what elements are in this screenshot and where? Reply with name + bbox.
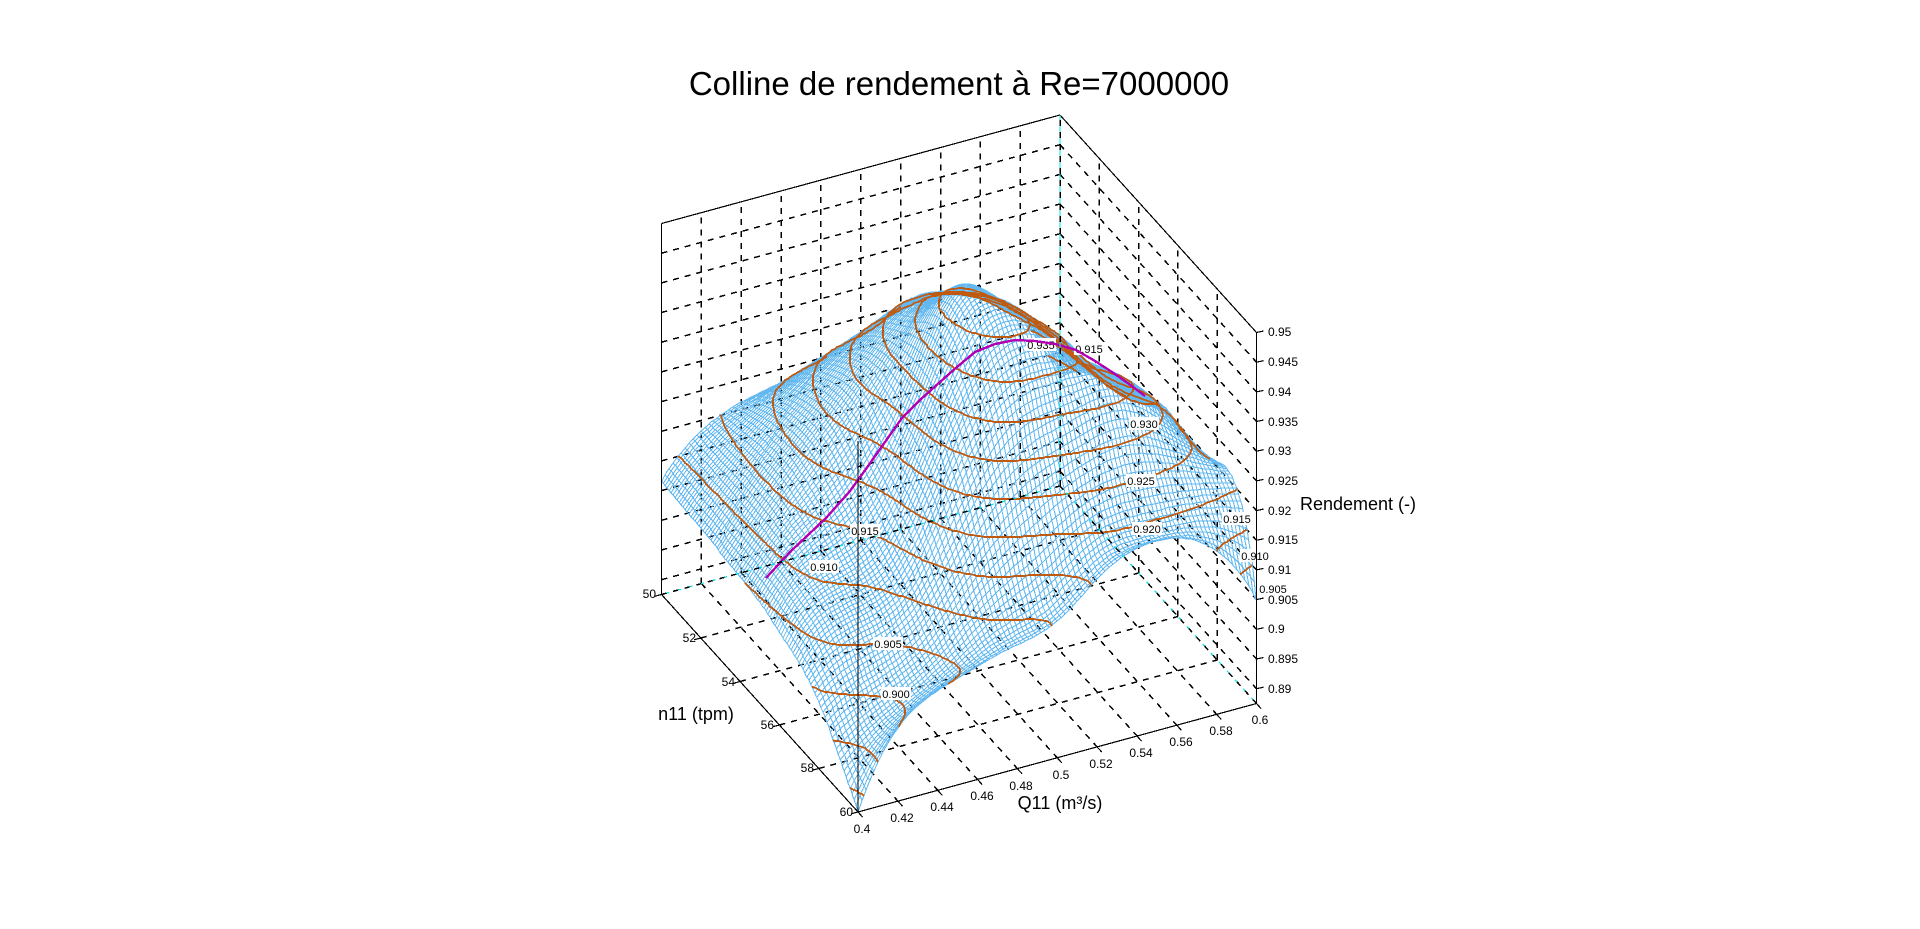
svg-text:0.42: 0.42 — [890, 811, 914, 825]
svg-text:0.54: 0.54 — [1129, 746, 1153, 760]
svg-text:0.910: 0.910 — [1241, 551, 1269, 563]
svg-text:0.91: 0.91 — [1268, 563, 1292, 577]
svg-text:0.9: 0.9 — [1268, 622, 1285, 636]
svg-text:0.58: 0.58 — [1209, 724, 1233, 738]
svg-text:0.94: 0.94 — [1268, 385, 1292, 399]
svg-text:0.915: 0.915 — [1075, 344, 1103, 356]
svg-text:0.905: 0.905 — [874, 639, 902, 651]
svg-text:0.4: 0.4 — [854, 822, 871, 836]
svg-text:0.895: 0.895 — [1268, 652, 1298, 666]
svg-text:0.945: 0.945 — [1268, 355, 1298, 369]
svg-text:Colline de rendement à Re=7000: Colline de rendement à Re=7000000 — [689, 65, 1229, 102]
svg-text:0.920: 0.920 — [1133, 524, 1161, 536]
svg-text:52: 52 — [683, 631, 697, 645]
svg-text:0.910: 0.910 — [810, 562, 838, 574]
svg-text:50: 50 — [643, 587, 657, 601]
svg-text:60: 60 — [840, 805, 854, 819]
svg-text:0.925: 0.925 — [1268, 474, 1298, 488]
svg-text:0.915: 0.915 — [1223, 514, 1251, 526]
svg-text:54: 54 — [722, 675, 736, 689]
svg-text:Q11 (m³/s): Q11 (m³/s) — [1018, 793, 1103, 813]
svg-text:0.46: 0.46 — [970, 789, 994, 803]
svg-text:0.95: 0.95 — [1268, 325, 1292, 339]
svg-text:0.56: 0.56 — [1169, 735, 1193, 749]
svg-text:56: 56 — [761, 718, 775, 732]
svg-text:0.6: 0.6 — [1252, 713, 1269, 727]
svg-text:n11 (tpm): n11 (tpm) — [658, 704, 734, 724]
svg-text:Rendement (-): Rendement (-) — [1300, 494, 1416, 514]
svg-text:0.92: 0.92 — [1268, 504, 1292, 518]
svg-text:0.905: 0.905 — [1259, 584, 1287, 596]
svg-text:0.48: 0.48 — [1009, 779, 1033, 793]
svg-text:0.52: 0.52 — [1089, 757, 1113, 771]
svg-text:0.905: 0.905 — [1268, 593, 1298, 607]
svg-text:0.930: 0.930 — [1130, 419, 1158, 431]
svg-text:0.935: 0.935 — [1268, 415, 1298, 429]
svg-text:0.44: 0.44 — [930, 800, 954, 814]
svg-text:0.925: 0.925 — [1127, 476, 1155, 488]
svg-text:0.915: 0.915 — [1268, 533, 1298, 547]
svg-text:0.900: 0.900 — [882, 689, 910, 701]
svg-text:0.93: 0.93 — [1268, 444, 1292, 458]
svg-text:0.89: 0.89 — [1268, 682, 1292, 696]
svg-text:58: 58 — [801, 761, 815, 775]
svg-text:0.5: 0.5 — [1053, 768, 1070, 782]
